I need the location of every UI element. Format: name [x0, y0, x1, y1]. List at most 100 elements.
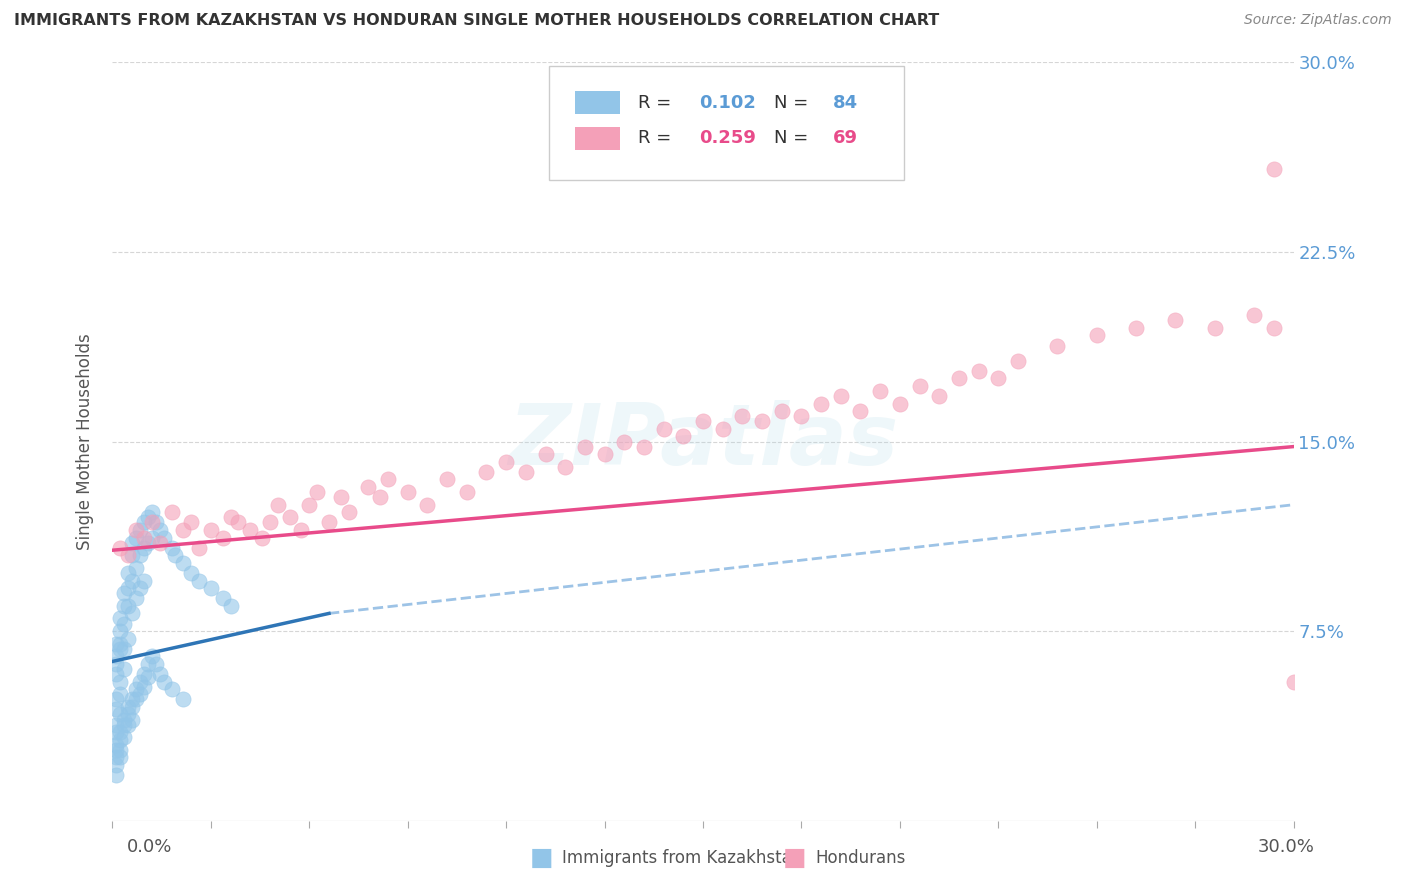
Point	[889, 396, 911, 410]
Point	[219, 599, 242, 613]
Text: R =: R =	[638, 94, 678, 112]
Point	[110, 687, 132, 701]
Point	[105, 649, 128, 664]
Text: Source: ZipAtlas.com: Source: ZipAtlas.com	[1244, 13, 1392, 28]
Bar	[575, 91, 620, 114]
Point	[1007, 353, 1029, 368]
Point	[180, 566, 202, 580]
Text: 0.0%: 0.0%	[127, 838, 172, 855]
Point	[1164, 313, 1187, 327]
Point	[318, 516, 340, 530]
Text: IMMIGRANTS FROM KAZAKHSTAN VS HONDURAN SINGLE MOTHER HOUSEHOLDS CORRELATION CHAR: IMMIGRANTS FROM KAZAKHSTAN VS HONDURAN S…	[14, 13, 939, 29]
Point	[129, 548, 152, 563]
Point	[105, 702, 128, 716]
Point	[152, 531, 174, 545]
Point	[105, 758, 128, 772]
Point	[593, 447, 616, 461]
Point	[129, 674, 152, 689]
Point	[987, 371, 1010, 385]
Point	[396, 485, 419, 500]
Point	[110, 725, 132, 739]
Point	[259, 516, 281, 530]
Point	[172, 556, 194, 570]
Point	[1204, 320, 1226, 334]
Point	[145, 516, 167, 530]
Point	[633, 440, 655, 454]
Point	[141, 531, 163, 545]
Point	[278, 510, 301, 524]
Point	[132, 574, 155, 588]
Point	[110, 624, 132, 639]
Point	[110, 611, 132, 625]
Point	[117, 566, 139, 580]
Point	[329, 490, 352, 504]
Point	[136, 535, 159, 549]
Point	[110, 743, 132, 757]
Point	[121, 699, 143, 714]
Point	[790, 409, 813, 424]
Point	[110, 541, 132, 555]
Point	[1243, 308, 1265, 322]
Point	[515, 465, 537, 479]
Point	[1085, 328, 1108, 343]
Point	[117, 707, 139, 722]
Point	[211, 591, 233, 606]
Point	[110, 674, 132, 689]
Point	[132, 531, 155, 545]
Point	[129, 523, 152, 537]
Point	[145, 657, 167, 671]
Point	[136, 510, 159, 524]
Point	[495, 455, 517, 469]
Point	[129, 687, 152, 701]
Text: Hondurans: Hondurans	[815, 849, 905, 867]
Point	[1282, 674, 1305, 689]
Point	[1046, 338, 1069, 352]
Text: 30.0%: 30.0%	[1258, 838, 1315, 855]
Point	[132, 516, 155, 530]
Point	[810, 396, 832, 410]
Point	[112, 717, 135, 731]
Point	[105, 768, 128, 782]
Point	[200, 581, 222, 595]
Point	[112, 599, 135, 613]
Point	[132, 667, 155, 681]
Point	[239, 523, 262, 537]
Point	[436, 473, 458, 487]
Point	[125, 561, 148, 575]
Point	[172, 692, 194, 706]
Point	[250, 531, 273, 545]
Text: 84: 84	[832, 94, 858, 112]
Point	[1263, 161, 1285, 176]
Text: ■: ■	[783, 847, 806, 870]
Point	[149, 667, 172, 681]
Point	[337, 505, 360, 519]
Point	[711, 422, 734, 436]
Point	[112, 586, 135, 600]
Point	[770, 404, 793, 418]
FancyBboxPatch shape	[550, 66, 904, 180]
Point	[129, 581, 152, 595]
Point	[110, 637, 132, 651]
Point	[152, 674, 174, 689]
Point	[849, 404, 872, 418]
Point	[136, 657, 159, 671]
Point	[125, 591, 148, 606]
Point	[125, 692, 148, 706]
Point	[110, 732, 132, 747]
Point	[967, 364, 990, 378]
Point	[869, 384, 891, 398]
Text: N =: N =	[773, 129, 814, 147]
Point	[121, 692, 143, 706]
Text: 0.259: 0.259	[699, 129, 756, 147]
Point	[180, 516, 202, 530]
Bar	[575, 127, 620, 150]
Point	[136, 669, 159, 683]
Point	[110, 641, 132, 656]
Point	[149, 535, 172, 549]
Point	[112, 730, 135, 744]
Point	[121, 713, 143, 727]
Point	[160, 682, 183, 697]
Text: N =: N =	[773, 94, 814, 112]
Point	[121, 535, 143, 549]
Point	[165, 548, 187, 563]
